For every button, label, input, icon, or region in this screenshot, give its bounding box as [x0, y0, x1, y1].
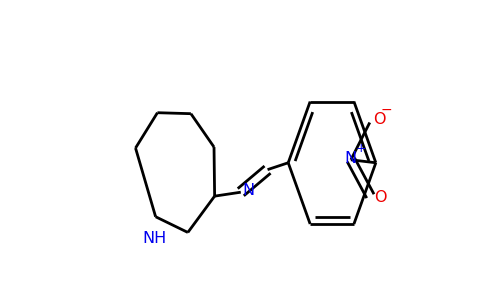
Text: O: O	[373, 112, 386, 127]
Text: N: N	[242, 183, 255, 198]
Text: NH: NH	[142, 231, 166, 246]
Text: N: N	[345, 151, 357, 166]
Text: −: −	[380, 103, 392, 117]
Text: +: +	[355, 142, 366, 154]
Text: O: O	[374, 190, 386, 205]
